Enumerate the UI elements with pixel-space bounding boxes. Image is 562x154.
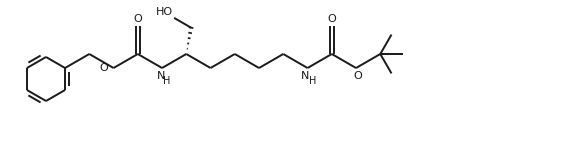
- Text: H: H: [164, 76, 171, 86]
- Text: O: O: [99, 63, 108, 73]
- Text: O: O: [328, 14, 336, 24]
- Text: HO: HO: [156, 7, 173, 17]
- Text: N: N: [301, 71, 310, 81]
- Text: O: O: [133, 14, 142, 24]
- Text: O: O: [353, 71, 362, 81]
- Text: N: N: [157, 71, 165, 81]
- Text: H: H: [309, 76, 316, 86]
